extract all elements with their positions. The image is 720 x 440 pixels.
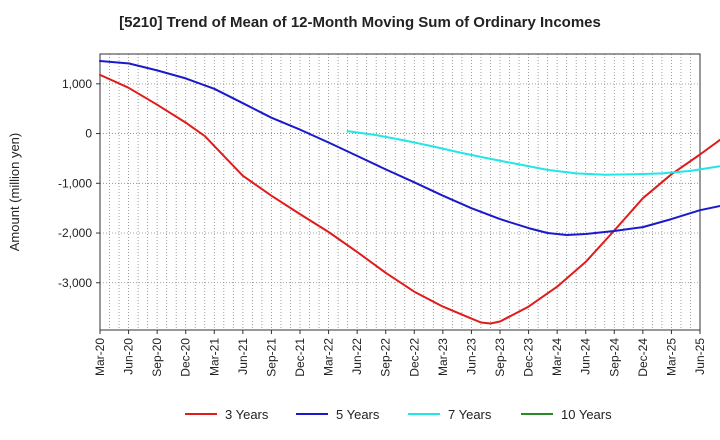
y-tick-label: 0 bbox=[85, 127, 92, 141]
legend-label: 3 Years bbox=[225, 407, 269, 422]
legend-label: 7 Years bbox=[448, 407, 492, 422]
y-axis-title: Amount (million yen) bbox=[7, 133, 22, 252]
y-tick-label: -3,000 bbox=[58, 276, 92, 290]
x-tick-label: Mar-21 bbox=[207, 338, 221, 376]
x-tick-label: Jun-25 bbox=[693, 338, 707, 375]
x-tick-label: Jun-21 bbox=[236, 338, 250, 375]
chart-title: [5210] Trend of Mean of 12-Month Moving … bbox=[119, 14, 601, 31]
x-tick-label: Dec-20 bbox=[179, 338, 193, 377]
y-tick-label: -2,000 bbox=[58, 226, 92, 240]
x-tick-label: Jun-20 bbox=[122, 338, 136, 375]
x-axis-ticks: Mar-20 Jun-20 Sep-20 Dec-20 Mar-21 Jun-21 Sep-… bbox=[93, 330, 707, 377]
x-tick-label: Sep-22 bbox=[379, 338, 393, 377]
x-tick-label: Mar-25 bbox=[664, 338, 678, 376]
x-tick-label: Dec-24 bbox=[636, 338, 650, 377]
legend-label: 10 Years bbox=[561, 407, 612, 422]
x-tick-label: Jun-23 bbox=[464, 338, 478, 375]
x-tick-label: Dec-22 bbox=[407, 338, 421, 377]
series-lines bbox=[99, 60, 720, 325]
x-tick-label: Jun-24 bbox=[579, 338, 593, 375]
x-tick-label: Sep-23 bbox=[493, 338, 507, 377]
x-tick-label: Dec-23 bbox=[522, 338, 536, 377]
plot-frame bbox=[99, 53, 701, 331]
series-line-7-years bbox=[346, 130, 720, 176]
legend: 3 Years 5 Years 7 Years 10 Years bbox=[185, 407, 612, 422]
x-tick-label: Dec-21 bbox=[293, 338, 307, 377]
x-tick-label: Mar-24 bbox=[550, 338, 564, 376]
series-line-3-years bbox=[99, 73, 720, 325]
y-tick-label: -1,000 bbox=[58, 176, 92, 190]
x-tick-label: Jun-22 bbox=[350, 338, 364, 375]
x-tick-label: Sep-24 bbox=[607, 338, 621, 377]
x-tick-label: Mar-22 bbox=[322, 338, 336, 376]
legend-label: 5 Years bbox=[336, 407, 380, 422]
x-tick-label: Sep-20 bbox=[150, 338, 164, 377]
x-tick-label: Sep-21 bbox=[264, 338, 278, 377]
y-tick-label: 1,000 bbox=[62, 77, 92, 91]
y-axis-ticks: 1,000 0 -1,000 -2,000 -3,000 bbox=[58, 77, 100, 290]
x-tick-label: Mar-20 bbox=[93, 338, 107, 376]
series-line-5-years bbox=[99, 60, 720, 236]
x-tick-label: Mar-23 bbox=[436, 338, 450, 376]
gridlines bbox=[100, 54, 700, 330]
